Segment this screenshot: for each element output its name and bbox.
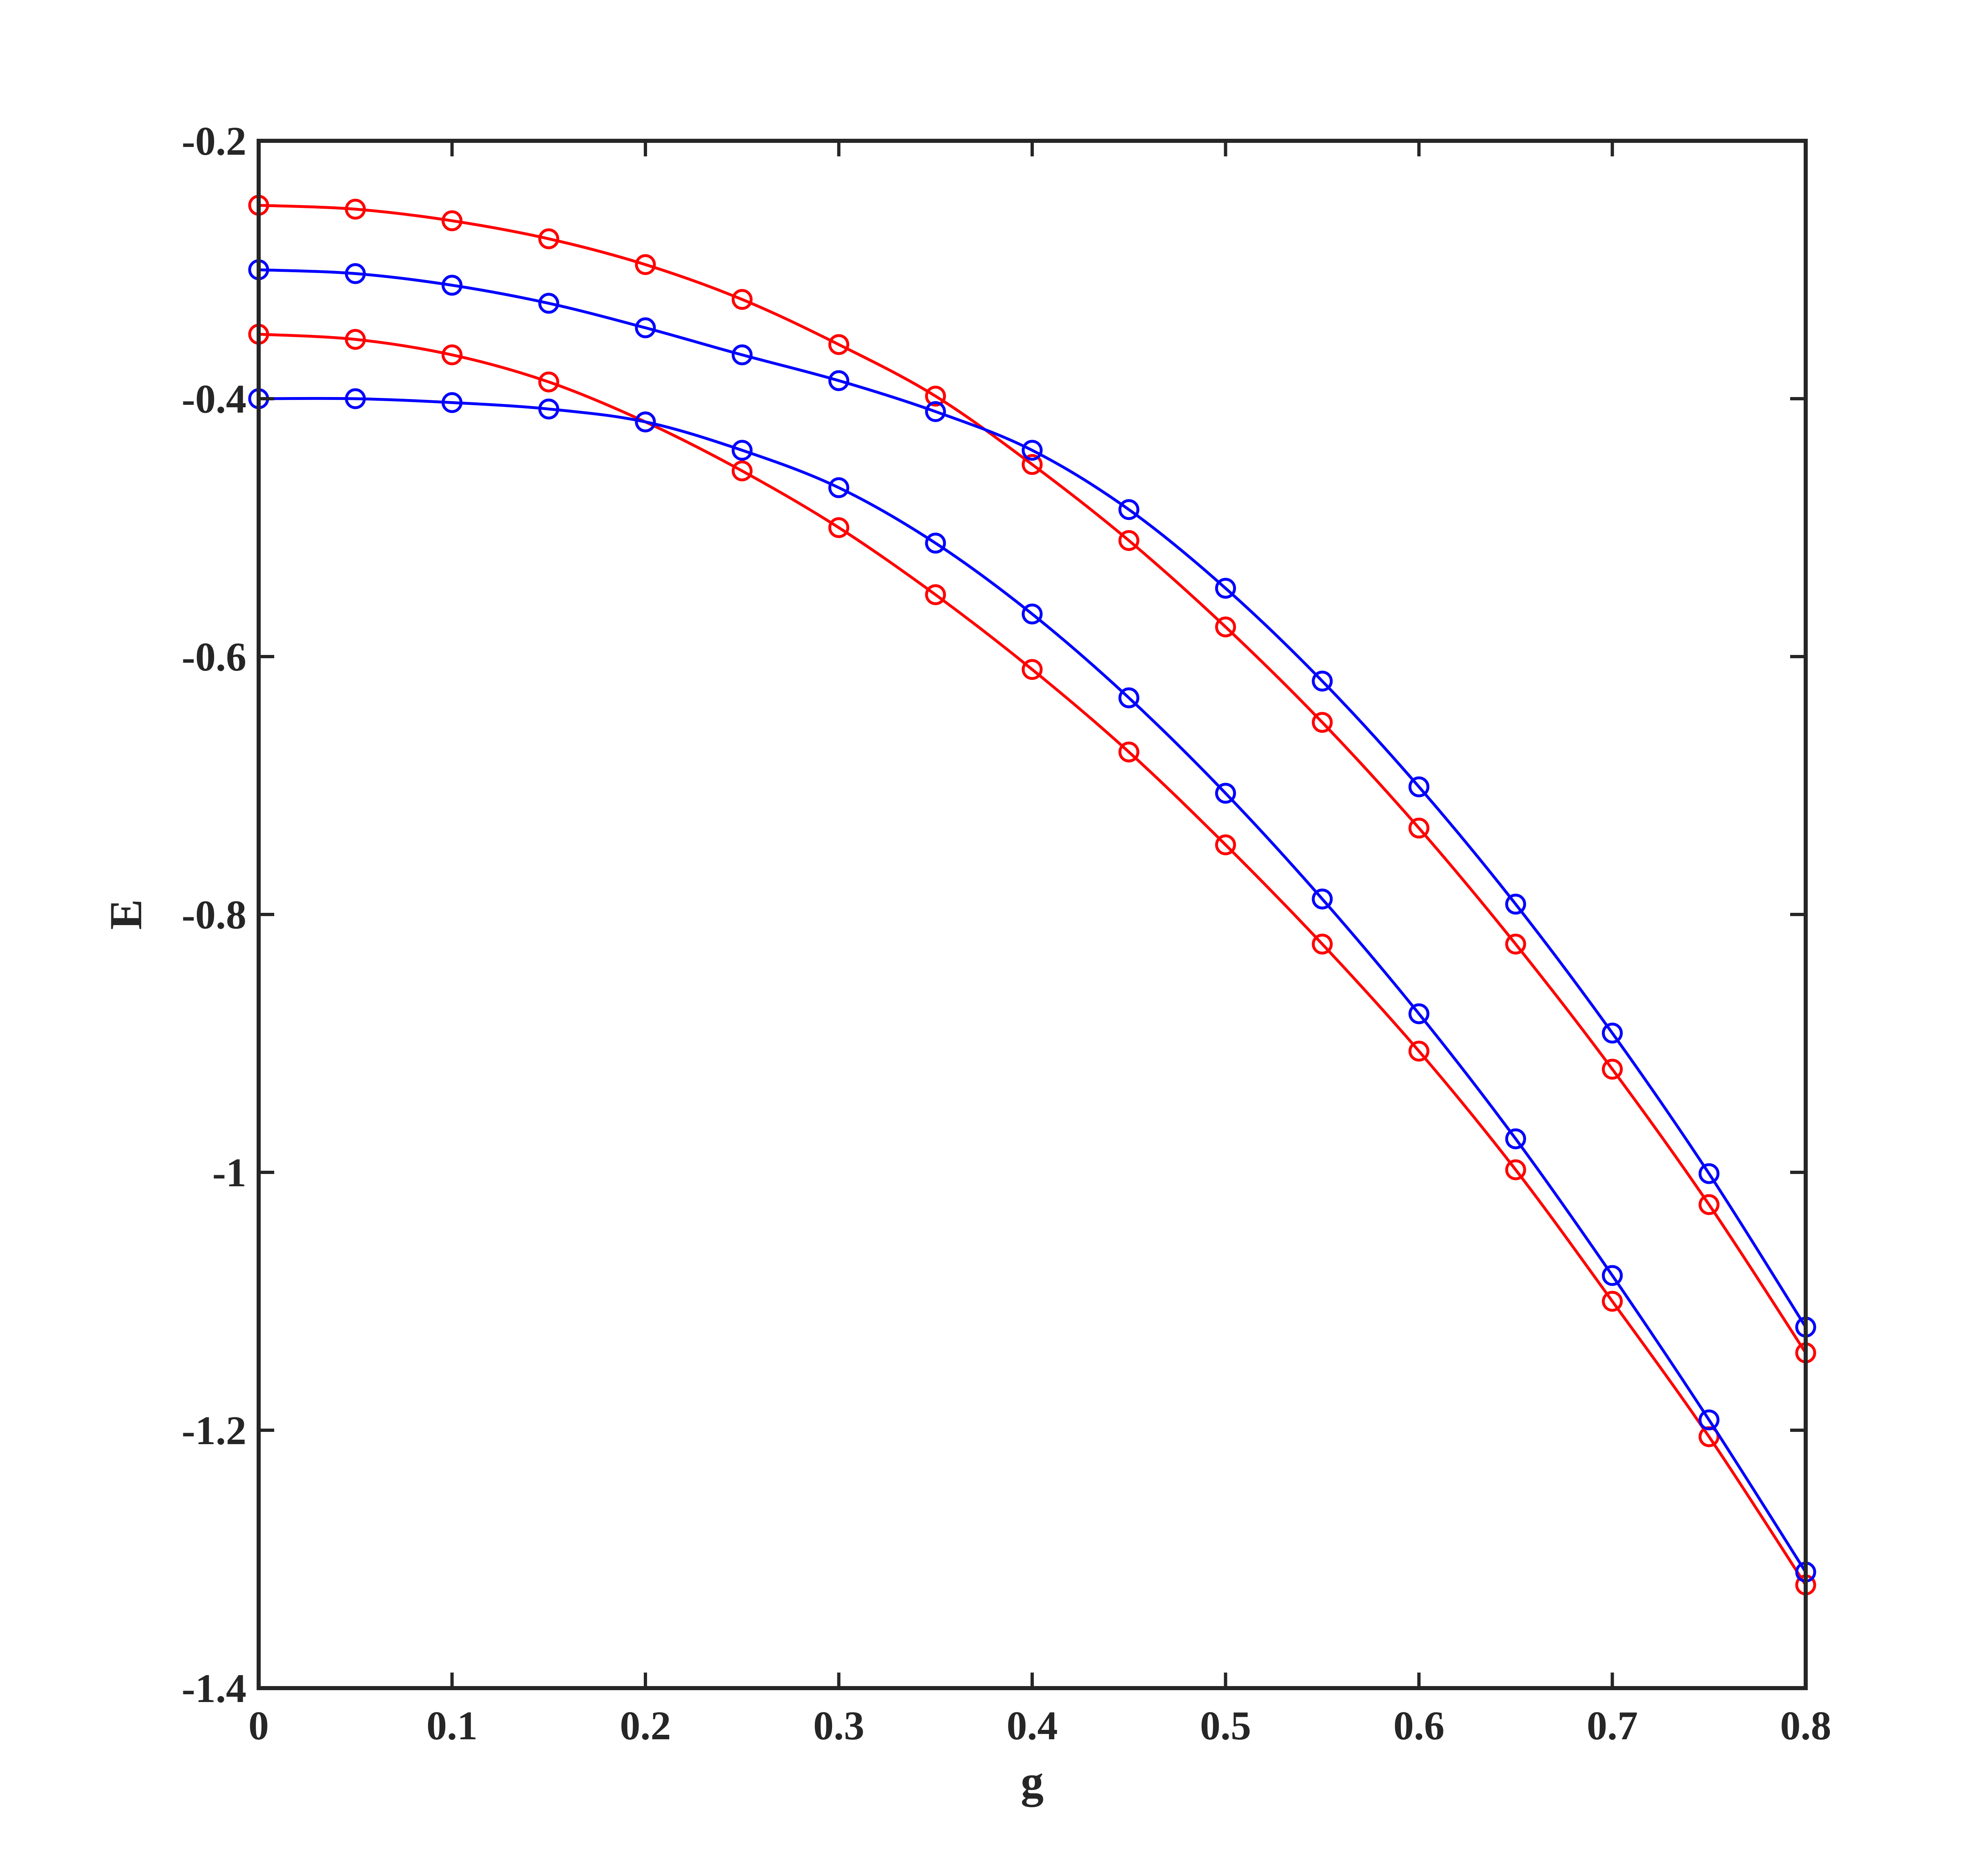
- series-1-point-7: [925, 386, 946, 407]
- series-4-point-7: [925, 533, 946, 554]
- series-4-point-15: [1698, 1409, 1720, 1431]
- series-2-point-1: [345, 263, 366, 284]
- series-1-point-13: [1505, 933, 1526, 955]
- series-2-point-6: [828, 370, 849, 391]
- series-3-point-12: [1408, 1041, 1430, 1062]
- series-1-point-2: [442, 210, 462, 231]
- series-4-point-4: [635, 411, 656, 433]
- series-2-point-7: [925, 401, 946, 422]
- series-2-point-12: [1408, 776, 1430, 797]
- x-tick-label: 0.8: [1780, 1703, 1831, 1748]
- y-tick-label: -0.8: [182, 892, 246, 937]
- x-axis-label: g: [1021, 1756, 1044, 1807]
- series-4-point-8: [1022, 603, 1043, 625]
- series-2-point-4: [635, 317, 656, 339]
- series-2-point-9: [1118, 499, 1139, 520]
- series-1-point-10: [1215, 616, 1236, 638]
- series-4-point-13: [1505, 1128, 1526, 1149]
- series-3-point-2: [442, 344, 462, 366]
- ticks-layer: [257, 139, 1807, 1690]
- series-2-point-8: [1022, 440, 1043, 461]
- x-tick-label: 0.7: [1587, 1703, 1638, 1748]
- series-3-point-6: [828, 517, 849, 538]
- series-1-line: [258, 204, 1807, 1354]
- series-3-point-11: [1312, 933, 1333, 955]
- series-3-point-10: [1215, 834, 1236, 856]
- series-3: [248, 324, 1816, 1596]
- series-1-point-1: [345, 199, 366, 220]
- x-tick-label: 0.5: [1200, 1703, 1251, 1748]
- series-2-point-14: [1602, 1023, 1623, 1044]
- series-4-point-11: [1312, 888, 1333, 910]
- y-tick-label: -1.4: [182, 1666, 246, 1711]
- series-4-point-2: [442, 392, 462, 413]
- y-tick-label: -1.2: [182, 1408, 246, 1453]
- y-axis-label: E: [101, 899, 151, 930]
- series-4-point-6: [828, 477, 849, 498]
- series-2-point-3: [538, 293, 559, 314]
- series-1-point-6: [828, 334, 849, 355]
- series-4: [248, 388, 1816, 1583]
- x-tick-label: 0.2: [620, 1703, 671, 1748]
- series-1-point-9: [1118, 530, 1139, 551]
- series-4-point-3: [538, 398, 559, 420]
- series-2-point-5: [731, 344, 753, 366]
- x-tick-label: 0.6: [1394, 1703, 1445, 1748]
- series-2-line: [258, 268, 1807, 1328]
- series-4-point-12: [1408, 1003, 1430, 1025]
- series-4-line: [258, 397, 1807, 1573]
- series-3-line: [258, 333, 1807, 1586]
- series-1-point-15: [1698, 1194, 1720, 1215]
- y-tick-label: -0.6: [182, 634, 246, 680]
- y-tick-label: -0.4: [182, 376, 246, 422]
- y-tick-labels: -1.4 -1.2 -1 -0.8 -0.6 -0.4 -0.2: [182, 118, 246, 1711]
- x-tick-label: 0: [248, 1703, 269, 1748]
- series-1-point-3: [538, 228, 559, 249]
- x-tick-label: 0.4: [1007, 1703, 1058, 1748]
- series-layer: [248, 195, 1816, 1596]
- series-3-point-3: [538, 371, 559, 393]
- series-3-point-7: [925, 584, 946, 605]
- series-2-point-10: [1215, 578, 1236, 599]
- series-4-point-1: [345, 388, 366, 409]
- series-2-point-15: [1698, 1163, 1720, 1184]
- series-3-point-13: [1505, 1159, 1526, 1181]
- series-4-point-9: [1118, 687, 1139, 709]
- series-3-point-5: [731, 460, 753, 481]
- x-tick-label: 0.1: [426, 1703, 478, 1748]
- series-1: [248, 195, 1816, 1364]
- y-tick-label: -0.2: [182, 118, 246, 164]
- series-3-point-8: [1022, 659, 1043, 680]
- series-1-point-12: [1408, 817, 1430, 839]
- x-tick-labels: 0 0.1 0.2 0.3 0.4 0.5 0.6 0.7 0.8: [248, 1703, 1831, 1748]
- x-tick-label: 0.3: [813, 1703, 864, 1748]
- series-3-point-1: [345, 329, 366, 350]
- series-3-point-9: [1118, 741, 1139, 763]
- series-2-point-13: [1505, 894, 1526, 915]
- series-4-point-14: [1602, 1265, 1623, 1286]
- series-1-point-4: [635, 254, 656, 275]
- series-4-point-5: [731, 440, 753, 461]
- y-tick-label: -1: [212, 1150, 246, 1195]
- series-1-point-5: [731, 289, 753, 310]
- series-3-point-14: [1602, 1291, 1623, 1312]
- series-1-point-14: [1602, 1059, 1623, 1080]
- series-1-point-8: [1022, 454, 1043, 475]
- series-1-point-11: [1312, 712, 1333, 733]
- series-4-point-10: [1215, 783, 1236, 804]
- series-2-point-11: [1312, 670, 1333, 692]
- series-2-point-2: [442, 275, 462, 296]
